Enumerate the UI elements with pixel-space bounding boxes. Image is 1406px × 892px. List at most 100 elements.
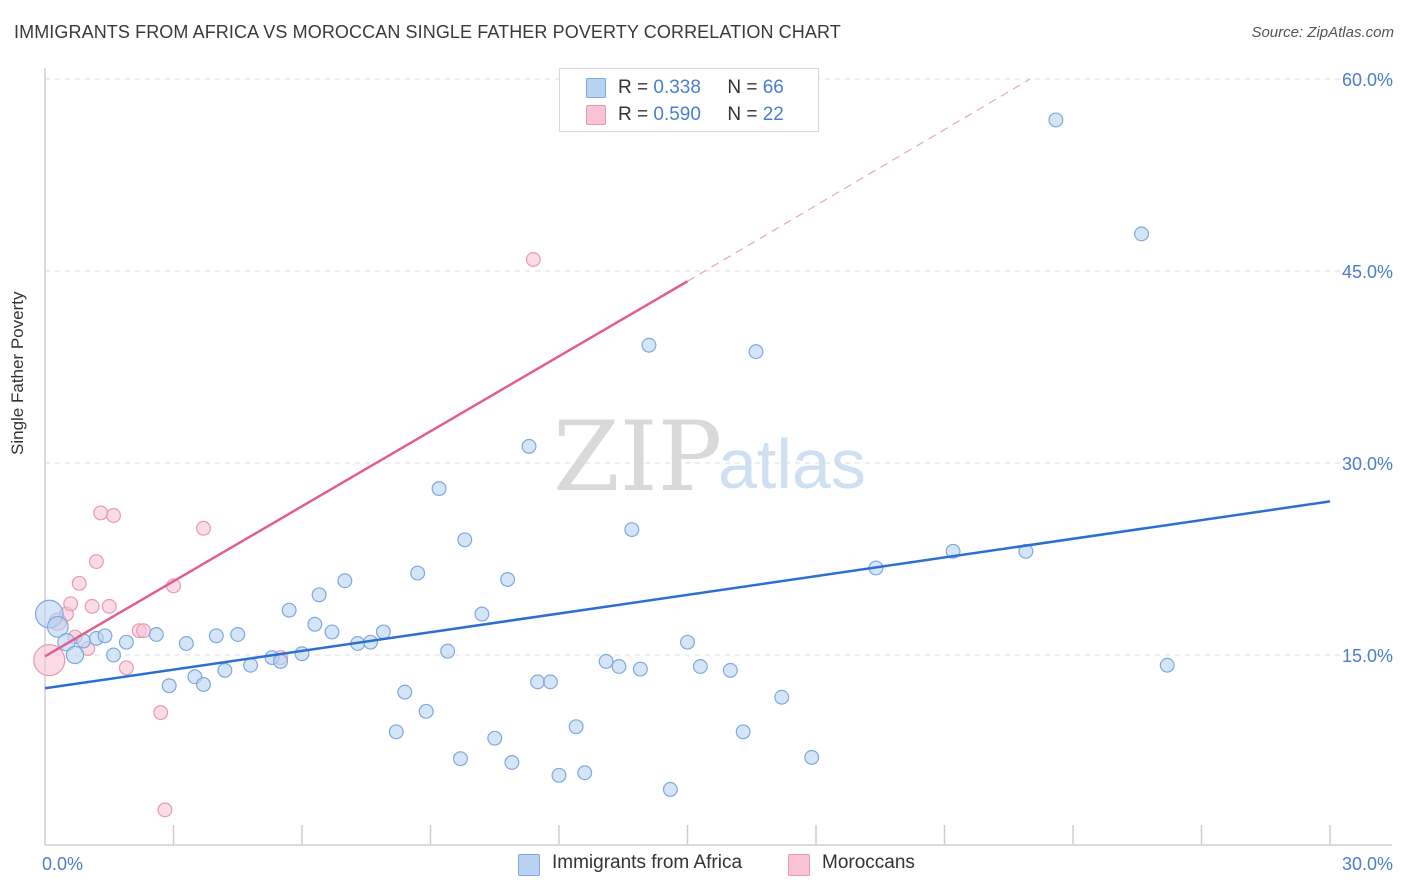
africa-point (440, 643, 456, 659)
africa-point (551, 767, 567, 783)
africa-point (281, 602, 297, 618)
moroccans-point (196, 520, 211, 536)
africa-point (375, 624, 391, 640)
watermark-atlas: atlas (718, 425, 866, 503)
africa-point (624, 522, 640, 538)
moroccans-point (33, 644, 66, 677)
africa-point (487, 730, 503, 746)
watermark-zip: ZIP (553, 401, 722, 513)
africa-point (148, 627, 164, 643)
africa-point (530, 674, 546, 690)
africa-point (294, 646, 310, 662)
legend-n-label: N = (727, 104, 758, 125)
africa-point (457, 532, 473, 548)
axes (44, 68, 1392, 846)
moroccans-point (84, 598, 100, 614)
africa-point (161, 678, 177, 694)
x-tick-label: 30.0% (1342, 854, 1393, 874)
x-tick-label: 0.0% (42, 854, 83, 874)
africa-point (611, 659, 627, 675)
correlation-legend: R = 0.338 N = 66 R = 0.590 N = 22 (559, 68, 819, 132)
chart-title: IMMIGRANTS FROM AFRICA VS MOROCCAN SINGL… (14, 22, 841, 42)
africa-point (735, 724, 751, 740)
africa-point (748, 344, 764, 360)
moroccans-point (71, 575, 87, 591)
africa-point (178, 635, 194, 651)
africa-point (243, 657, 259, 673)
africa-point (230, 627, 246, 643)
africa-point (662, 781, 678, 797)
africa-point (324, 624, 340, 640)
legend-swatch-moroccans (586, 105, 606, 125)
moroccans-point (106, 507, 122, 523)
africa-point (397, 684, 413, 700)
moroccans-point (63, 596, 79, 612)
legend-r-value-moroccans: 0.590 (653, 104, 701, 125)
legend-n-value-moroccans: 22 (762, 104, 784, 125)
moroccans-trend-extension (687, 78, 1031, 282)
y-tick-label: 30.0% (1342, 454, 1393, 474)
africa-point (106, 647, 122, 663)
source-label: Source: ZipAtlas.com (1251, 24, 1394, 41)
legend-n-label: N = (727, 77, 758, 98)
trend-lines (44, 78, 1331, 690)
africa-point (722, 662, 738, 678)
grid-lines (45, 78, 1392, 656)
y-axis-label: Single Father Poverty (8, 291, 27, 455)
africa-point (217, 662, 233, 678)
africa-point (500, 571, 516, 587)
africa-point (692, 659, 708, 675)
bottom-legend-label-africa: Immigrants from Africa (552, 852, 743, 873)
bottom-legend-swatch-africa (518, 854, 540, 876)
legend-r-label: R = (618, 77, 649, 98)
africa-point (577, 765, 593, 781)
africa-point (410, 565, 426, 581)
africa-point (641, 337, 657, 353)
africa-point (118, 634, 134, 650)
africa-point (1134, 226, 1150, 242)
y-tick-label: 60.0% (1342, 70, 1393, 90)
africa-point (46, 615, 69, 638)
tick-labels: 15.0% 30.0% 45.0% 60.0% 0.0% 30.0% (42, 70, 1393, 874)
moroccans-point (525, 252, 541, 267)
africa-point (388, 724, 404, 740)
africa-point (680, 634, 695, 650)
africa-point (208, 628, 224, 644)
africa-point (632, 661, 648, 677)
bottom-legend-label-moroccans: Moroccans (822, 852, 915, 873)
legend-swatch-africa (586, 78, 606, 98)
africa-point (196, 676, 211, 692)
africa-point (97, 628, 113, 644)
africa-point (474, 606, 490, 622)
moroccans-point (88, 554, 104, 570)
y-tick-label: 45.0% (1342, 262, 1393, 282)
africa-point (431, 481, 447, 497)
africa-point (568, 719, 584, 735)
africa-point (1048, 112, 1064, 128)
africa-point (273, 653, 289, 669)
africa-point (418, 703, 434, 719)
africa-point (307, 616, 323, 632)
moroccans-point (157, 802, 173, 818)
legend-r-label: R = (618, 104, 649, 125)
africa-point (1159, 657, 1175, 673)
africa-point (804, 749, 820, 765)
africa-point (337, 573, 353, 589)
moroccans-point (101, 598, 117, 614)
africa-point (774, 689, 790, 705)
africa-point (521, 438, 537, 454)
y-tick-label: 15.0% (1342, 646, 1393, 666)
moroccans-point (93, 505, 109, 521)
moroccans-point (153, 705, 169, 721)
legend-n-value-africa: 66 (762, 77, 784, 98)
bottom-legend-swatch-moroccans (788, 854, 810, 876)
africa-point (542, 674, 558, 690)
moroccans-trend-line (44, 280, 689, 658)
moroccans-point (118, 660, 134, 676)
africa-point (504, 755, 520, 771)
africa-point (311, 587, 327, 603)
legend-r-value-africa: 0.338 (653, 77, 701, 98)
africa-trend-line (44, 500, 1331, 690)
africa-points (34, 112, 1175, 797)
